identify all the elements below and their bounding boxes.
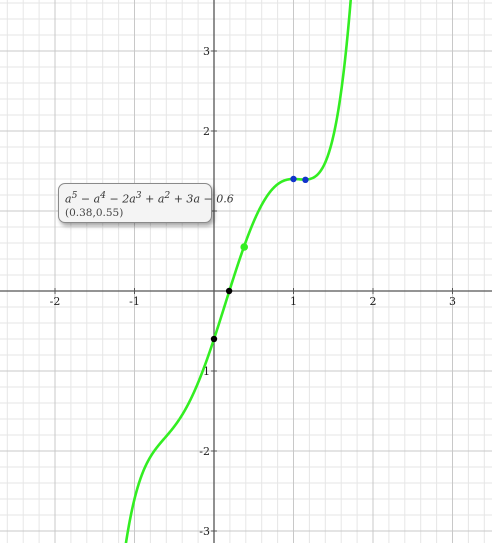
point-local-max <box>290 175 297 183</box>
tooltip-coordinates: (0.38,0.55) <box>65 206 124 219</box>
y-tick-label: -3 <box>199 525 210 538</box>
point-selected <box>240 243 249 251</box>
point-y-intercept <box>210 335 218 343</box>
x-tick-label: -1 <box>129 295 140 308</box>
function-curve[interactable] <box>121 0 354 543</box>
x-tick-label: 2 <box>370 295 377 308</box>
y-tick-label: -2 <box>199 445 210 458</box>
special-points <box>210 175 309 343</box>
y-tick-label: 1 <box>203 365 210 378</box>
point-root <box>225 287 233 295</box>
point-local-min <box>302 176 309 183</box>
x-tick-label: 1 <box>290 295 297 308</box>
y-tick-label: 3 <box>203 45 210 58</box>
x-tick-label: 3 <box>449 295 456 308</box>
point-tooltip: a5 − a4 − 2a3 + a2 + 3a − 0.6 (0.38,0.55… <box>58 183 234 223</box>
tooltip-expression: a5 − a4 − 2a3 + a2 + 3a − 0.6 <box>65 190 234 206</box>
y-tick-label: 2 <box>203 125 210 138</box>
x-tick-label: -2 <box>50 295 61 308</box>
